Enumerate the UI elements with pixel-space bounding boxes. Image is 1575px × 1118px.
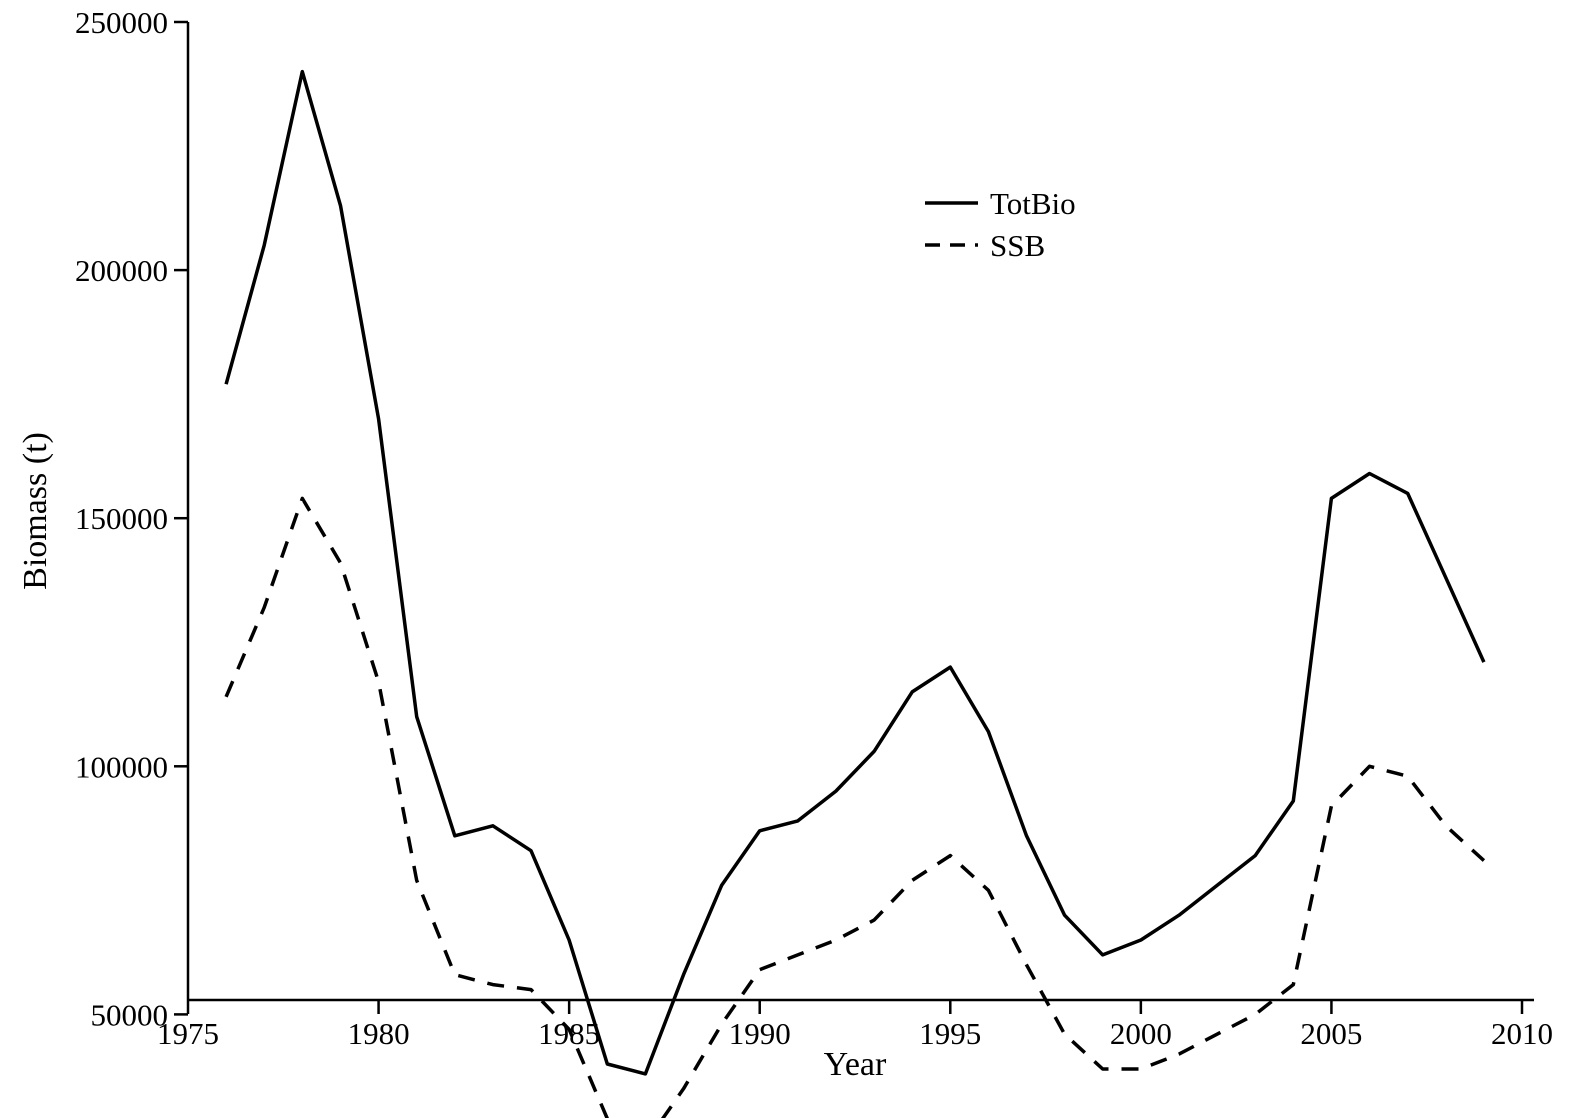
legend-label-totbio: TotBio [990,186,1076,221]
y-tick-label: 50000 [91,997,169,1032]
legend-label-ssb: SSB [990,228,1045,263]
legend: TotBio SSB [925,186,1076,263]
x-tick-label: 1990 [729,1016,791,1051]
series-line-ssb [224,496,1486,1118]
x-tick-label: 2010 [1491,1016,1553,1051]
x-tick-label: 1995 [919,1016,981,1051]
x-tick-label: 1980 [348,1016,410,1051]
x-tick-label: 2000 [1110,1016,1172,1051]
series-group [224,69,1486,1118]
y-tick-label: 150000 [75,501,168,536]
y-tick-label: 250000 [75,5,168,40]
y-tick-label: 100000 [75,749,168,784]
y-axis-title: Biomass (t) [17,432,54,590]
y-tick-label: 200000 [75,253,168,288]
x-axis-title: Year [824,1046,887,1083]
x-tick-label: 1975 [157,1016,219,1051]
x-tick-label: 2005 [1300,1016,1362,1051]
series-line-totbio [224,69,1486,1076]
